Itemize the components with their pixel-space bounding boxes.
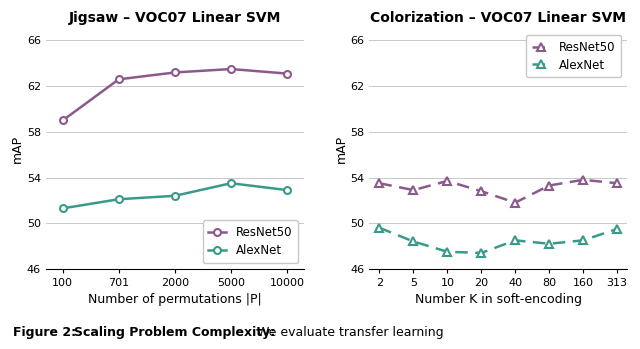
Legend: ResNet50, AlexNet: ResNet50, AlexNet (526, 35, 621, 77)
AlexNet (613, 227, 621, 231)
ResNet50 (410, 188, 417, 192)
AlexNet (59, 206, 67, 210)
AlexNet (545, 242, 553, 246)
AlexNet (410, 239, 417, 244)
ResNet50 (477, 189, 485, 193)
Title: Colorization – VOC07 Linear SVM: Colorization – VOC07 Linear SVM (371, 11, 627, 25)
X-axis label: Number of permutations |P|: Number of permutations |P| (88, 294, 262, 306)
AlexNet (115, 197, 123, 201)
AlexNet (444, 250, 451, 254)
Line: AlexNet: AlexNet (376, 224, 621, 257)
ResNet50 (545, 184, 553, 188)
Text: We evaluate transfer learning: We evaluate transfer learning (253, 326, 444, 339)
AlexNet (171, 194, 179, 198)
ResNet50 (171, 70, 179, 75)
AlexNet (227, 181, 235, 185)
ResNet50 (613, 181, 621, 185)
Legend: ResNet50, AlexNet: ResNet50, AlexNet (202, 221, 298, 263)
Line: AlexNet: AlexNet (60, 180, 291, 212)
ResNet50 (444, 179, 451, 183)
Text: Scaling Problem Complexity:: Scaling Problem Complexity: (74, 326, 275, 339)
Y-axis label: mAP: mAP (11, 135, 24, 163)
AlexNet (284, 188, 291, 192)
Text: Figure 2:: Figure 2: (13, 326, 80, 339)
AlexNet (477, 251, 485, 255)
AlexNet (579, 238, 587, 243)
Line: ResNet50: ResNet50 (60, 66, 291, 124)
ResNet50 (579, 178, 587, 182)
X-axis label: Number K in soft-encoding: Number K in soft-encoding (415, 294, 582, 306)
Line: ResNet50: ResNet50 (376, 176, 621, 207)
ResNet50 (511, 201, 519, 205)
ResNet50 (376, 181, 383, 185)
Y-axis label: mAP: mAP (335, 135, 348, 163)
AlexNet (376, 226, 383, 230)
ResNet50 (227, 67, 235, 71)
ResNet50 (59, 118, 67, 122)
Title: Jigsaw – VOC07 Linear SVM: Jigsaw – VOC07 Linear SVM (68, 11, 281, 25)
AlexNet (511, 238, 519, 243)
ResNet50 (284, 72, 291, 76)
ResNet50 (115, 77, 123, 81)
